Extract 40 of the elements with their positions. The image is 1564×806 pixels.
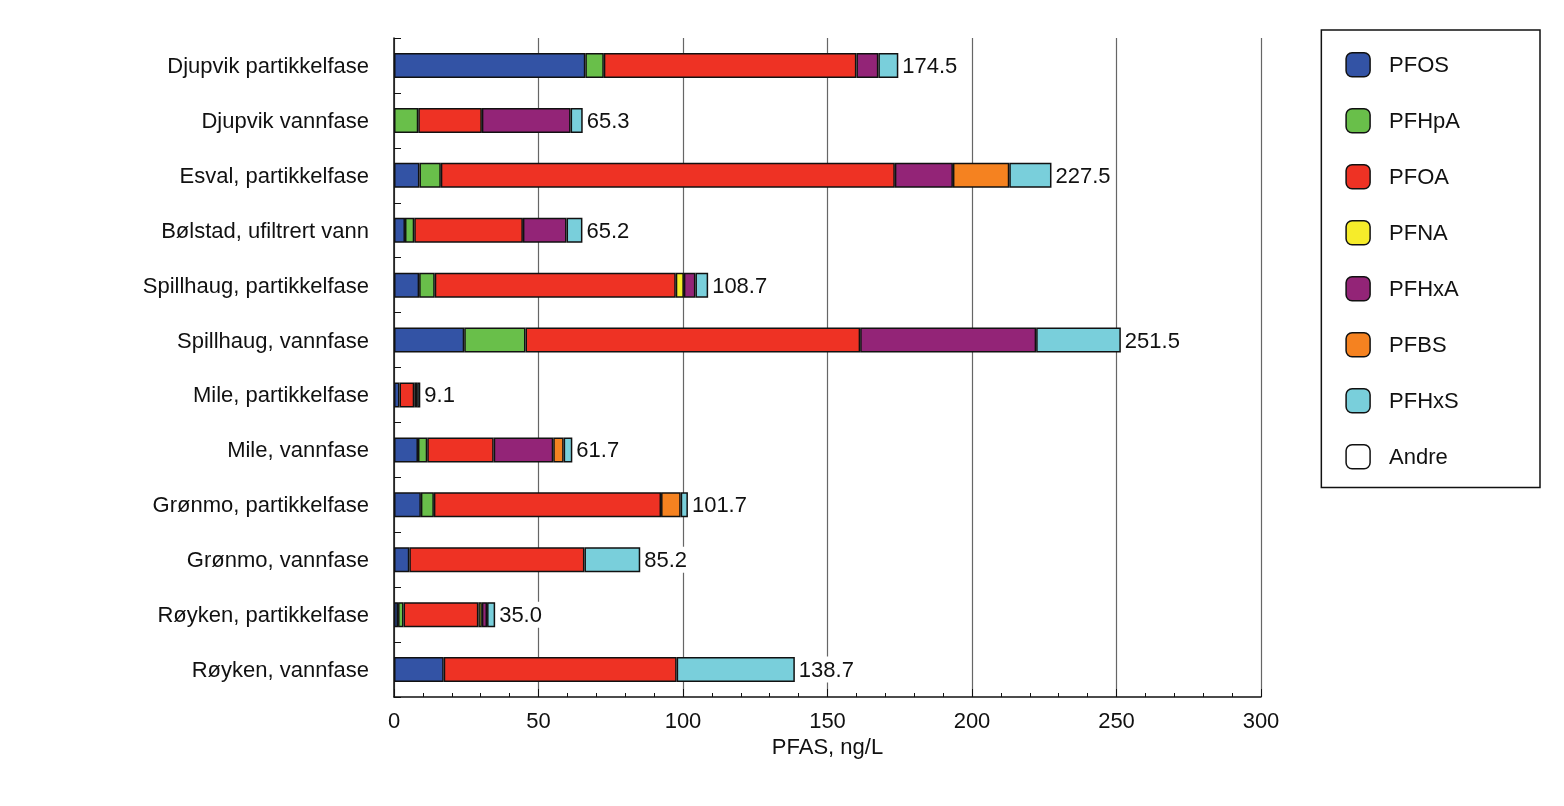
total-label: 174.5: [902, 52, 958, 78]
y-tick-label: Djupvik partikkelfase: [167, 52, 369, 78]
y-tick-label: Mile, vannfase: [227, 437, 369, 463]
legend-label: PFOS: [1389, 52, 1449, 78]
total-label: 65.3: [586, 107, 630, 133]
y-tick-label: Spillhaug, partikkelfase: [142, 272, 369, 298]
total-label: 251.5: [1124, 327, 1180, 353]
y-tick-label: Bølstad, ufiltrert vann: [161, 217, 369, 243]
x-tick-label: 0: [387, 707, 401, 733]
y-tick-label: Røyken, vannfase: [191, 657, 369, 683]
x-tick-label: 200: [953, 707, 991, 733]
total-label: 108.7: [712, 272, 768, 298]
y-tick-label: Esval, partikkelfase: [179, 162, 369, 188]
y-tick-label: Spillhaug, vannfase: [176, 327, 369, 353]
legend-label: PFHxS: [1389, 388, 1459, 414]
y-tick-label: Mile, partikkelfase: [192, 382, 369, 408]
legend-label: Andre: [1389, 444, 1448, 470]
y-tick-label: Grønmo, partikkelfase: [152, 492, 369, 518]
total-label: 138.7: [798, 657, 854, 683]
x-tick-label: 150: [809, 707, 846, 733]
legend-label: PFHxA: [1389, 276, 1460, 302]
legend-label: PFOA: [1389, 164, 1450, 190]
x-tick-label: 50: [526, 707, 551, 733]
y-tick-label: Røyken, partikkelfase: [157, 602, 369, 628]
legend-label: PFBS: [1389, 332, 1447, 358]
legend-label: PFHpA: [1389, 108, 1461, 134]
total-label: 227.5: [1055, 162, 1111, 188]
total-label: 61.7: [576, 437, 620, 463]
total-label: 85.2: [644, 547, 688, 573]
x-tick-label: 100: [664, 707, 702, 733]
total-label: 101.7: [691, 492, 747, 518]
y-tick-label: Djupvik vannfase: [201, 107, 369, 133]
y-tick-label: Grønmo, vannfase: [186, 547, 369, 573]
total-label: 35.0: [499, 602, 542, 628]
legend-label: PFNA: [1389, 220, 1449, 246]
total-label: 9.1: [424, 382, 455, 408]
total-label: 65.2: [586, 217, 630, 243]
x-axis-title: PFAS, ng/L: [771, 734, 884, 760]
x-tick-label: 250: [1098, 707, 1135, 733]
x-tick-label: 300: [1242, 707, 1280, 733]
